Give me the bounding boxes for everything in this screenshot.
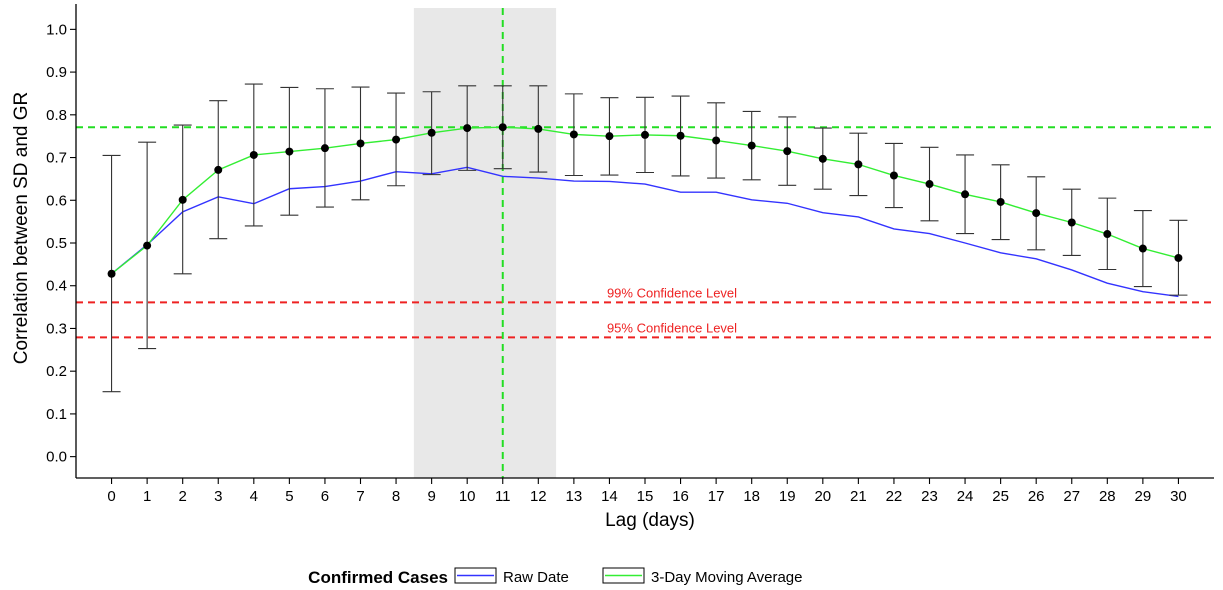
x-tick-label-19: 19 — [779, 488, 796, 505]
highlight-region — [413, 8, 557, 478]
series-line-raw-date — [111, 166, 1179, 298]
data-point-28 — [1103, 230, 1112, 239]
data-point-12 — [534, 124, 543, 133]
data-point-9 — [427, 128, 436, 137]
data-point-16 — [676, 131, 685, 140]
y-tick-label-4: 0.4 — [46, 278, 67, 295]
y-tick-label-0: 0.0 — [46, 449, 67, 466]
y-tick-label-7: 0.7 — [46, 150, 67, 167]
data-point-30 — [1174, 253, 1183, 262]
x-axis-label: Lag (days) — [605, 510, 695, 531]
legend: Confirmed Cases Raw Date 3-Day Moving Av… — [308, 567, 802, 587]
data-point-10 — [463, 124, 472, 133]
x-tick-label-9: 9 — [427, 488, 435, 505]
data-point-11 — [498, 123, 507, 132]
x-tick-label-8: 8 — [392, 488, 400, 505]
data-point-15 — [641, 130, 649, 139]
x-tick-label-0: 0 — [107, 488, 115, 505]
y-tick-label-10: 1.0 — [46, 21, 67, 38]
x-tick-label-4: 4 — [250, 488, 258, 505]
x-tick-label-28: 28 — [1099, 488, 1116, 505]
data-point-0 — [107, 269, 116, 278]
x-tick-label-30: 30 — [1170, 488, 1187, 505]
data-point-2 — [178, 195, 187, 204]
x-tick-label-25: 25 — [992, 488, 1009, 505]
y-axis-label: Correlation between SD and GR — [11, 92, 32, 364]
data-point-7 — [356, 139, 365, 148]
x-tick-label-17: 17 — [708, 488, 725, 505]
data-point-27 — [1067, 218, 1076, 227]
data-point-20 — [818, 154, 827, 163]
x-tick-label-20: 20 — [814, 488, 831, 505]
data-point-4 — [249, 150, 258, 159]
reference-lines-layer: 99% Confidence Level 95% Confidence Level — [76, 8, 1214, 478]
x-tick-label-5: 5 — [285, 488, 293, 505]
data-point-22 — [889, 171, 898, 180]
y-tick-label-3: 0.3 — [46, 320, 67, 337]
legend-entry-moving-average: 3-Day Moving Average — [651, 569, 802, 586]
error-bars-layer — [102, 83, 1188, 393]
x-tick-label-11: 11 — [495, 488, 511, 505]
x-tick-label-6: 6 — [321, 488, 329, 505]
x-tick-label-15: 15 — [637, 488, 654, 505]
data-point-1 — [143, 241, 152, 250]
data-point-6 — [320, 144, 329, 153]
x-tick-label-26: 26 — [1028, 488, 1045, 505]
data-point-18 — [747, 141, 756, 150]
data-point-26 — [1032, 209, 1041, 218]
x-tick-label-12: 12 — [530, 488, 547, 505]
x-tick-label-3: 3 — [214, 488, 222, 505]
data-point-5 — [285, 147, 294, 156]
data-point-25 — [996, 197, 1005, 206]
x-tick-label-16: 16 — [672, 488, 689, 505]
data-point-24 — [961, 190, 970, 199]
x-tick-label-22: 22 — [886, 488, 903, 505]
data-point-23 — [925, 180, 934, 189]
x-tick-label-23: 23 — [921, 488, 938, 505]
legend-entry-raw-date: Raw Date — [503, 569, 569, 586]
x-tick-label-21: 21 — [850, 488, 867, 505]
x-tick-label-10: 10 — [459, 488, 476, 505]
data-point-17 — [712, 136, 721, 145]
x-tick-label-2: 2 — [179, 488, 187, 505]
shaded-region-layer — [413, 8, 557, 478]
y-tick-label-8: 0.8 — [46, 107, 67, 124]
x-tick-label-18: 18 — [743, 488, 760, 505]
y-tick-label-2: 0.2 — [46, 363, 67, 380]
x-tick-label-27: 27 — [1063, 488, 1080, 505]
x-tick-label-7: 7 — [356, 488, 364, 505]
data-point-8 — [392, 135, 401, 144]
y-tick-label-5: 0.5 — [46, 235, 67, 252]
data-point-3 — [214, 165, 223, 174]
x-tick-label-1: 1 — [143, 488, 151, 505]
y-tick-label-9: 0.9 — [46, 64, 67, 81]
data-point-29 — [1138, 244, 1147, 253]
data-point-19 — [783, 147, 792, 156]
data-point-21 — [854, 160, 863, 169]
x-tick-label-13: 13 — [566, 488, 583, 505]
x-tick-label-29: 29 — [1135, 488, 1152, 505]
data-point-14 — [605, 132, 614, 141]
y-tick-label-6: 0.6 — [46, 192, 67, 209]
reference-label-2: 95% Confidence Level — [607, 320, 737, 335]
legend-title: Confirmed Cases — [308, 568, 448, 587]
y-tick-label-1: 0.1 — [46, 406, 67, 423]
reference-label-1: 99% Confidence Level — [607, 285, 737, 300]
x-tick-label-14: 14 — [601, 488, 618, 505]
points-layer — [107, 123, 1183, 278]
x-tick-label-24: 24 — [957, 488, 974, 505]
data-point-13 — [569, 130, 578, 139]
axes-layer: 0.00.10.20.30.40.50.60.70.80.91.00 1 2 3 4 5 6… — [46, 4, 1214, 505]
